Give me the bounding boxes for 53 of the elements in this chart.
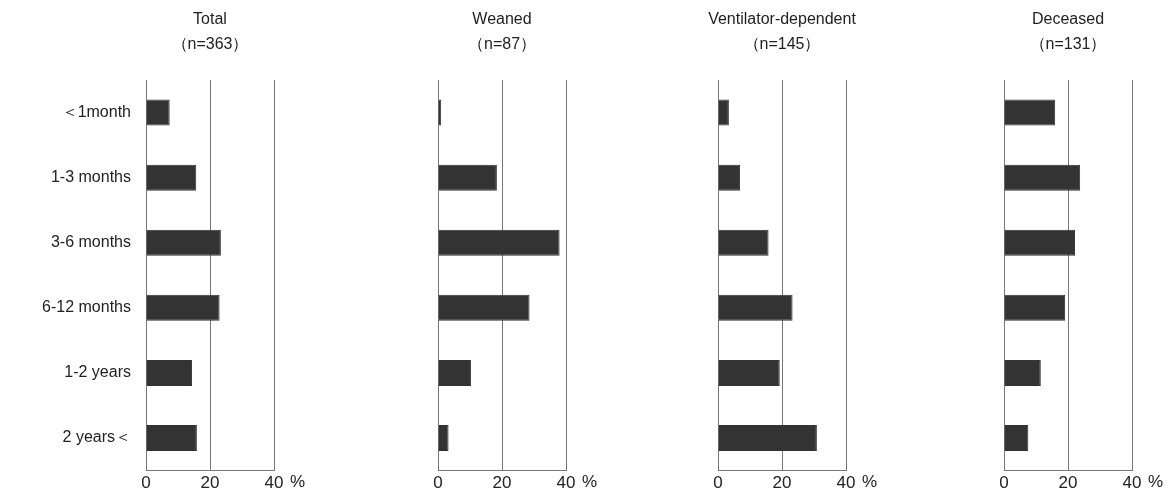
y-tick-label: 3-6 months <box>50 233 131 251</box>
x-axis-title: % <box>290 471 306 491</box>
bar <box>1004 229 1076 256</box>
chart-title: Ventilator-dependent <box>708 10 857 27</box>
x-axis-title: % <box>862 471 878 491</box>
bar <box>1004 359 1041 386</box>
chart-subtitle: （n=145） <box>743 35 821 52</box>
bar <box>718 359 780 386</box>
chart-subtitle: （n=363） <box>171 35 249 52</box>
x-tick-label: 0 <box>713 473 723 493</box>
chart-subtitle: （n=87） <box>467 35 537 52</box>
bar <box>718 425 817 452</box>
x-axis-title: % <box>1148 471 1164 491</box>
x-tick-label: 40 <box>264 473 284 493</box>
bar <box>438 164 497 191</box>
bar <box>1004 425 1029 452</box>
chart-title: Deceased <box>1031 10 1105 27</box>
x-tick-label: 40 <box>556 473 576 493</box>
x-tick-label: 20 <box>200 473 220 493</box>
bar <box>146 229 221 256</box>
bar <box>1004 99 1056 126</box>
bar <box>1004 164 1081 191</box>
bar <box>438 229 560 256</box>
x-tick-label: 0 <box>999 473 1009 493</box>
y-tick-label: ＜1month <box>61 102 131 120</box>
bar <box>438 425 449 452</box>
bar <box>1004 294 1066 321</box>
x-tick-label: 20 <box>492 473 512 493</box>
x-tick-label: 0 <box>433 473 443 493</box>
x-axis-title: % <box>582 471 598 491</box>
bar <box>718 229 769 256</box>
bar <box>718 164 741 191</box>
bar <box>438 294 530 321</box>
bar <box>146 99 170 126</box>
chart-subtitle: （n=131） <box>1029 35 1107 52</box>
x-tick-label: 40 <box>1122 473 1142 493</box>
bar <box>146 359 193 386</box>
bar <box>146 425 197 452</box>
y-tick-label: 1-3 months <box>50 168 131 186</box>
bar <box>718 294 793 321</box>
bar <box>146 294 220 321</box>
x-tick-label: 20 <box>1058 473 1078 493</box>
bar <box>438 359 471 386</box>
y-tick-label: 1-2 years <box>64 363 131 381</box>
x-tick-label: 0 <box>141 473 151 493</box>
y-tick-label: 2 years＜ <box>62 428 131 446</box>
x-tick-label: 20 <box>772 473 792 493</box>
chart-title: Weaned <box>472 10 532 27</box>
bar <box>146 164 197 191</box>
chart-title: Total <box>193 10 227 27</box>
x-tick-label: 40 <box>836 473 856 493</box>
y-tick-label: 6-12 months <box>42 298 131 316</box>
bar <box>718 99 729 126</box>
